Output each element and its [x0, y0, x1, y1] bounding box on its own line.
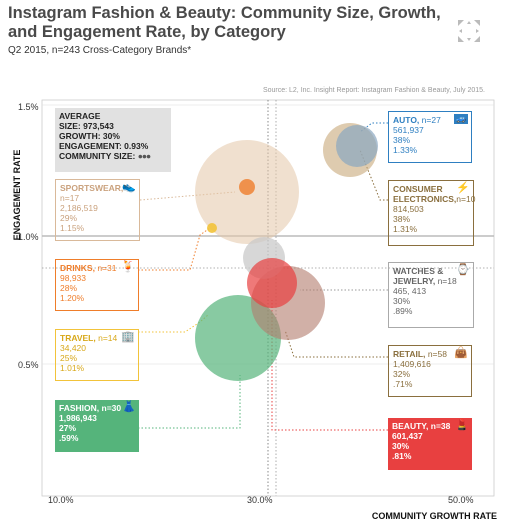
average-heading: AVERAGE — [59, 111, 101, 121]
average-engagement: ENGAGEMENT: 0.93% — [59, 141, 149, 151]
x-tick-50: 50.0% — [448, 495, 474, 505]
expand-icon[interactable] — [456, 18, 482, 44]
average-size: SIZE: 973,543 — [59, 121, 114, 131]
bubble-travel — [207, 223, 217, 233]
box-drinks: DRINKS, n=31 98,933 28% 1.20% 🍹 — [55, 259, 139, 311]
chart-subtitle: Q2 2015, n=243 Cross-Category Brands* — [8, 45, 192, 56]
connector-fashion — [138, 375, 241, 429]
y-tick-15: 1.5% — [18, 102, 39, 112]
connector-drinks — [138, 227, 211, 271]
y-axis-label: ENGAGEMENT RATE — [12, 149, 22, 241]
average-growth: GROWTH: 30% — [59, 131, 120, 141]
connector-ce — [359, 149, 388, 201]
box-travel: TRAVEL, n=14 34,420 25% 1.01% 🏢 — [55, 329, 139, 381]
x-tick-30: 30.0% — [247, 495, 273, 505]
box-consumer-electronics: CONSUMER ELECTRONICS,n=10 814,503 38% 1.31… — [388, 180, 475, 246]
bubble-auto — [336, 125, 378, 167]
box-retail: RETAIL, n=58 1,409,616 32% .71% 👜 — [388, 345, 472, 397]
drink-icon: 🍹 — [121, 261, 135, 273]
watch-icon: ⌚ — [456, 264, 470, 276]
y-tick-10: 1.0% — [18, 232, 39, 242]
source-note: Source: L2, Inc. Insight Report: Instagr… — [262, 87, 485, 94]
average-community: COMMUNITY SIZE: ●●● — [59, 151, 151, 161]
x-tick-10: 10.0% — [48, 495, 74, 505]
chart-title: Instagram Fashion & Beauty: Community Si… — [8, 4, 441, 41]
shoe-icon: 👟 — [122, 181, 136, 193]
community-size-dots-icon: ●●● — [137, 151, 151, 161]
average-legend-box: AVERAGE SIZE: 973,543 GROWTH: 30% ENGAGE… — [55, 108, 171, 172]
box-sportswear: SPORTSWEAR, n=17 2,186,519 29% 1.15% 👟 — [55, 179, 140, 241]
box-watches-jewelry: WATCHES & JEWELRY, n=18 465, 413 30% .89% … — [388, 262, 474, 328]
bubble-drinks — [239, 179, 255, 195]
bubble-beauty — [247, 258, 297, 308]
box-fashion: FASHION, n=30 1,986,943 27% .59% 👗 — [55, 400, 139, 452]
handbag-icon: 👜 — [454, 347, 468, 359]
box-auto: AUTO, n=27 561,937 38% 1.33% 🚙 — [388, 111, 472, 163]
dress-icon: 👗 — [122, 401, 136, 413]
connector-beauty — [271, 300, 388, 431]
car-icon: 🚙 — [454, 114, 468, 124]
box-beauty: BEAUTY, n=38 601,437 30% .81% 💄 — [388, 418, 472, 470]
y-tick-05: 0.5% — [18, 360, 39, 370]
lipstick-icon: 💄 — [455, 419, 469, 431]
building-icon: 🏢 — [121, 331, 135, 343]
plug-icon: ⚡ — [456, 182, 470, 194]
x-axis-label: COMMUNITY GROWTH RATE — [371, 511, 497, 521]
